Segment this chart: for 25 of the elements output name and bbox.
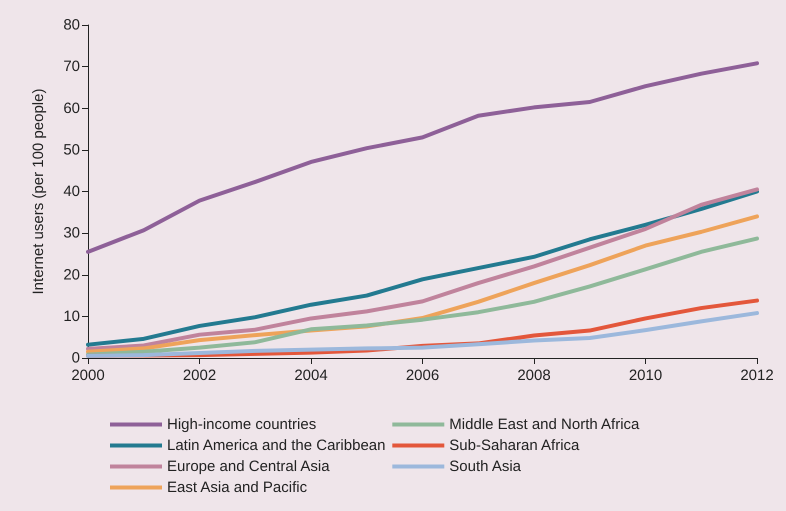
y-tick-label: 50: [63, 141, 80, 158]
x-tick-label: 2010: [628, 367, 662, 384]
x-tick-label: 2000: [71, 367, 105, 384]
x-tick-label: 2004: [294, 367, 328, 384]
line-series: [86, 61, 759, 254]
y-tick-label: 60: [63, 100, 80, 117]
legend-label: Europe and Central Asia: [167, 458, 330, 475]
x-tick-label: 2012: [740, 367, 774, 384]
y-tick-label: 20: [63, 266, 80, 284]
y-tick-label: 10: [63, 308, 80, 325]
y-tick-label: 0: [72, 350, 80, 366]
legend-label: Latin America and the Caribbean: [167, 437, 386, 454]
legend-label: High-income countries: [167, 416, 316, 433]
x-tick-label: 2002: [182, 367, 216, 384]
x-tick-label: 2006: [406, 367, 440, 384]
y-axis-title: Internet users (per 100 people): [30, 88, 47, 294]
legend-label: South Asia: [449, 458, 522, 475]
y-tick-label: 40: [63, 183, 80, 200]
y-tick-label: 80: [63, 16, 80, 34]
y-tick-label: 30: [63, 224, 80, 242]
legend-label: East Asia and Pacific: [167, 479, 308, 496]
y-tick-label: 70: [63, 58, 80, 76]
x-tick-label: 2008: [517, 367, 551, 384]
legend-label: Middle East and North Africa: [449, 416, 640, 433]
legend-label: Sub-Saharan Africa: [449, 437, 580, 454]
